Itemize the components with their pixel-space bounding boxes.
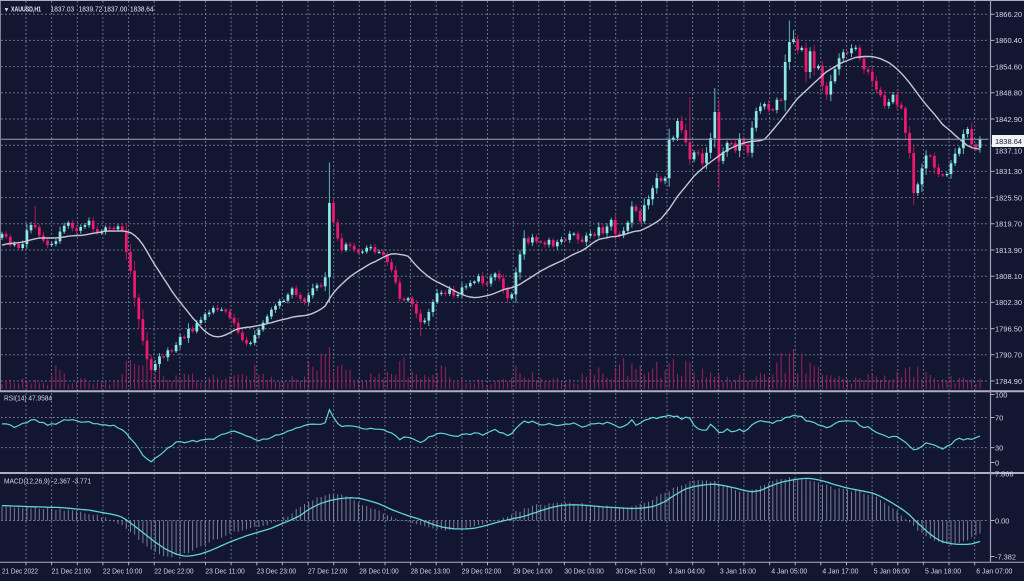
- svg-text:1854.60: 1854.60: [995, 62, 1022, 71]
- svg-text:1860.40: 1860.40: [995, 36, 1022, 45]
- svg-text:-7.382: -7.382: [995, 552, 1016, 561]
- svg-text:1784.90: 1784.90: [995, 377, 1022, 386]
- svg-text:1838.64: 1838.64: [995, 137, 1022, 146]
- svg-text:7.866: 7.866: [995, 470, 1014, 479]
- svg-text:21 Dec 2022: 21 Dec 2022: [2, 567, 38, 576]
- svg-text:1837.00: 1837.00: [104, 5, 128, 14]
- svg-text:3 Jan 04:00: 3 Jan 04:00: [669, 567, 705, 576]
- svg-text:23 Dec 11:00: 23 Dec 11:00: [205, 567, 244, 576]
- svg-text:1819.70: 1819.70: [995, 220, 1022, 229]
- svg-text:0.00: 0.00: [995, 516, 1009, 525]
- svg-text:29 Dec 14:00: 29 Dec 14:00: [513, 567, 552, 576]
- svg-text:1825.50: 1825.50: [995, 193, 1022, 202]
- svg-text:21 Dec 21:00: 21 Dec 21:00: [52, 567, 91, 576]
- svg-text:3 Jan 16:00: 3 Jan 16:00: [720, 567, 756, 576]
- svg-text:4 Jan 05:00: 4 Jan 05:00: [771, 567, 807, 576]
- svg-text:5 Jan 18:00: 5 Jan 18:00: [925, 567, 961, 576]
- svg-text:1808.10: 1808.10: [995, 272, 1022, 281]
- svg-text:1842.90: 1842.90: [995, 115, 1022, 124]
- svg-text:1866.20: 1866.20: [995, 10, 1022, 19]
- svg-text:4 Jan 17:00: 4 Jan 17:00: [822, 567, 858, 576]
- svg-text:1813.90: 1813.90: [995, 246, 1022, 255]
- svg-text:100: 100: [995, 390, 1007, 399]
- svg-text:1838.64: 1838.64: [130, 5, 154, 14]
- svg-text:XAUUSD,H1: XAUUSD,H1: [11, 5, 41, 14]
- svg-text:1831.30: 1831.30: [995, 167, 1022, 176]
- svg-text:29 Dec 02:00: 29 Dec 02:00: [462, 567, 501, 576]
- svg-text:28 Dec 13:00: 28 Dec 13:00: [411, 567, 450, 576]
- svg-text:1839.72: 1839.72: [79, 5, 103, 14]
- svg-text:MACD(12,26,9) -2.367 -3.771: MACD(12,26,9) -2.367 -3.771: [4, 477, 91, 486]
- svg-text:1837.03: 1837.03: [51, 5, 75, 14]
- svg-text:1802.30: 1802.30: [995, 298, 1022, 307]
- svg-text:70: 70: [995, 413, 1003, 422]
- svg-text:22 Dec 10:00: 22 Dec 10:00: [103, 567, 142, 576]
- svg-text:23 Dec 23:00: 23 Dec 23:00: [257, 567, 296, 576]
- svg-text:30 Dec 15:00: 30 Dec 15:00: [616, 567, 655, 576]
- svg-text:1837.10: 1837.10: [995, 146, 1022, 155]
- svg-text:30: 30: [995, 443, 1003, 452]
- svg-text:22 Dec 22:00: 22 Dec 22:00: [154, 567, 193, 576]
- svg-text:28 Dec 01:00: 28 Dec 01:00: [359, 567, 398, 576]
- svg-text:1848.80: 1848.80: [995, 89, 1022, 98]
- svg-text:6 Jan 07:00: 6 Jan 07:00: [976, 567, 1012, 576]
- svg-text:5 Jan 06:00: 5 Jan 06:00: [874, 567, 910, 576]
- svg-text:RSI(14) 47.9584: RSI(14) 47.9584: [4, 394, 52, 403]
- svg-text:30 Dec 03:00: 30 Dec 03:00: [564, 567, 603, 576]
- svg-text:1790.70: 1790.70: [995, 351, 1022, 360]
- svg-text:27 Dec 12:00: 27 Dec 12:00: [308, 567, 347, 576]
- svg-text:0: 0: [995, 458, 999, 467]
- svg-text:▼: ▼: [4, 7, 10, 13]
- svg-text:1796.50: 1796.50: [995, 324, 1022, 333]
